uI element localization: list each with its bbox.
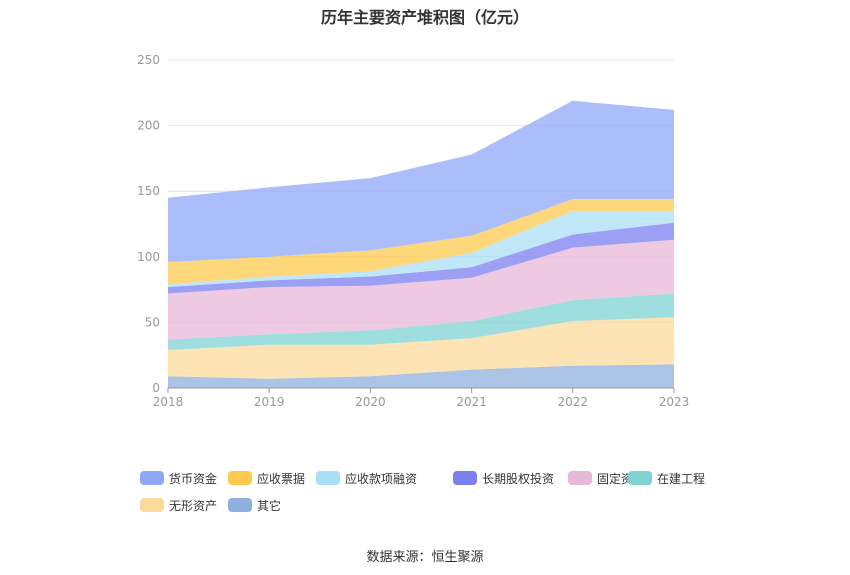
x-tick-label: 2020 [355,395,386,409]
y-tick-label: 0 [152,381,160,395]
legend-item[interactable]: 长期股权投资 [453,470,554,486]
legend-item[interactable]: 无形资产 [140,497,217,513]
x-tick-label: 2019 [254,395,285,409]
legend-swatch [228,471,252,485]
legend-label: 其它 [257,498,282,513]
legend-item[interactable]: 其它 [228,497,281,513]
area-series-固定资产 [168,239,674,340]
area-series-在建工程 [168,293,674,350]
legend-label: 长期股权投资 [482,471,555,486]
legend-swatch [316,471,340,485]
y-tick-label: 50 [145,315,160,329]
legend-item[interactable]: 应收票据 [228,470,305,486]
legend-label: 在建工程 [657,471,706,486]
legend-swatch [568,471,592,485]
legend-swatch [453,471,477,485]
x-tick-label: 2018 [153,395,184,409]
area-series-长期股权投资 [168,222,674,294]
legend-label: 应收款项融资 [345,471,418,486]
x-tick-label: 2023 [659,395,690,409]
y-tick-label: 100 [137,250,160,264]
legend-label: 应收票据 [257,471,306,486]
legend-swatch [228,498,252,512]
area-series [168,100,674,388]
area-series-货币资金 [168,100,674,262]
legend-swatch [140,471,164,485]
y-tick-label: 200 [137,119,160,133]
data-source-note: 数据来源：恒生聚源 [366,550,484,565]
legend-label: 货币资金 [169,471,218,486]
legend-item[interactable]: 货币资金 [140,470,217,486]
legend-swatch [628,471,652,485]
x-tick-label: 2021 [456,395,487,409]
area-series-应收款项融资 [168,210,674,287]
y-tick-label: 150 [137,184,160,198]
y-tick-label: 250 [137,53,160,67]
legend-item[interactable]: 在建工程 [628,470,705,486]
legend-label: 无形资产 [169,498,218,513]
axes: 0 50 100 150 200 250 2018 2019 2020 2021 2022 2023 [137,53,689,409]
x-tick-label: 2022 [558,395,589,409]
area-series-其它 [168,364,674,388]
area-series-应收票据 [168,199,674,285]
legend-item[interactable]: 应收款项融资 [316,470,417,486]
legend-swatch [140,498,164,512]
chart-title: 历年主要资产堆积图（亿元） [320,8,529,27]
area-series-无形资产 [168,317,674,379]
